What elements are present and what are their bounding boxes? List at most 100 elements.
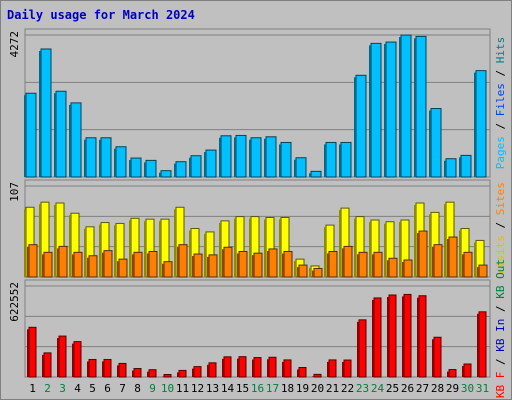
bar-shadow xyxy=(57,248,59,277)
bar-kb-kb-f-day-15 xyxy=(238,356,247,378)
bar-visits-sites-day-4 xyxy=(73,251,83,278)
x-tick-label-day-18: 18 xyxy=(281,382,294,395)
bar-shadow xyxy=(477,313,479,377)
bar-shadow xyxy=(147,253,149,277)
bar-visits-sites-day-9 xyxy=(148,250,158,278)
bar-hits-hits-day-28 xyxy=(430,108,442,178)
x-tick-label-day-16: 16 xyxy=(251,382,264,395)
bar-shadow xyxy=(252,359,254,377)
x-tick-label-day-9: 9 xyxy=(149,382,156,395)
panel-hits-legend: Pages / Files / Hits xyxy=(494,37,507,170)
bar-shadow xyxy=(294,261,296,277)
bar-shadow xyxy=(387,296,389,377)
bar-visits-sites-day-11 xyxy=(178,244,188,278)
x-tick-label-day-23: 23 xyxy=(356,382,369,395)
bar-shadow xyxy=(144,221,146,277)
bar-shadow xyxy=(69,215,71,277)
bar-shadow xyxy=(42,354,44,377)
bar-visits-sites-day-27 xyxy=(418,230,428,278)
bar-shadow xyxy=(117,261,119,277)
bar-shadow xyxy=(207,364,209,377)
bar-shadow xyxy=(219,222,221,277)
bar-shadow xyxy=(42,254,44,277)
bar-visits-sites-day-25 xyxy=(388,257,398,278)
bar-shadow xyxy=(177,372,179,377)
bar-shadow xyxy=(387,260,389,277)
bar-visits-sites-day-30 xyxy=(463,251,473,278)
x-tick-label-day-20: 20 xyxy=(311,382,324,395)
bar-visits-sites-day-20 xyxy=(313,267,323,278)
bar-shadow xyxy=(447,239,449,277)
bar-visits-sites-day-18 xyxy=(283,250,293,278)
bar-kb-kb-f-day-2 xyxy=(43,352,52,378)
bar-shadow xyxy=(129,160,131,177)
bar-shadow xyxy=(462,254,464,277)
bar-visits-sites-day-17 xyxy=(268,248,278,278)
panel-visits: 107 Visits / Sites xyxy=(8,179,507,278)
bar-hits-hits-day-9 xyxy=(145,159,157,178)
bar-hits-hits-day-25 xyxy=(385,41,397,178)
bar-shadow xyxy=(204,233,206,277)
x-tick-label-day-17: 17 xyxy=(266,382,279,395)
legend-entry-sites: Sites xyxy=(494,182,507,215)
bar-shadow xyxy=(282,253,284,277)
legend-entry-visits: Visits xyxy=(494,235,507,275)
bar-shadow xyxy=(444,204,446,277)
bar-hits-hits-day-2 xyxy=(40,48,52,178)
bar-visits-sites-day-15 xyxy=(238,250,248,278)
bar-hits-hits-day-6 xyxy=(100,137,112,178)
bar-shadow xyxy=(309,173,311,177)
bar-visits-sites-day-8 xyxy=(133,251,143,278)
bar-hits-hits-day-14 xyxy=(220,135,232,178)
bar-shadow xyxy=(27,246,29,277)
x-tick-label-day-1: 1 xyxy=(29,382,36,395)
bar-shadow xyxy=(354,218,356,277)
bar-shadow xyxy=(192,368,194,377)
bar-shadow xyxy=(477,267,479,277)
bar-shadow xyxy=(264,219,266,277)
bar-shadow xyxy=(84,228,86,277)
bar-shadow xyxy=(114,225,116,277)
bar-shadow xyxy=(54,93,56,177)
bar-hits-hits-day-11 xyxy=(175,161,187,178)
legend-separator: / xyxy=(494,215,507,235)
x-tick-label-day-15: 15 xyxy=(236,382,249,395)
bar-shadow xyxy=(282,361,284,377)
bar-kb-kb-f-day-18 xyxy=(283,359,292,378)
bar-shadow xyxy=(87,257,89,277)
bar-shadow xyxy=(24,95,26,177)
bar-hits-hits-day-3 xyxy=(55,90,67,178)
x-tick-label-day-29: 29 xyxy=(446,382,459,395)
bar-shadow xyxy=(432,339,434,377)
bar-shadow xyxy=(279,219,281,277)
bar-shadow xyxy=(402,296,404,377)
bar-visits-sites-day-7 xyxy=(118,258,128,278)
x-tick-label-day-30: 30 xyxy=(461,382,474,395)
bar-shadow xyxy=(174,163,176,177)
panel-hits-ymax-label: 4272 xyxy=(8,31,21,58)
bar-shadow xyxy=(189,230,191,277)
bar-visits-sites-day-12 xyxy=(193,253,203,278)
bar-shadow xyxy=(114,148,116,177)
bar-shadow xyxy=(339,144,341,177)
bar-kb-kb-f-day-9 xyxy=(148,369,157,378)
legend-entry-kb-in: KB In xyxy=(494,319,507,352)
bar-shadow xyxy=(369,222,371,277)
bar-visits-sites-day-3 xyxy=(58,245,68,278)
bar-kb-kb-f-day-25 xyxy=(388,294,397,378)
bar-kb-kb-f-day-8 xyxy=(133,368,142,378)
bar-hits-hits-day-23 xyxy=(355,74,367,178)
bar-kb-kb-f-day-12 xyxy=(193,366,202,378)
x-tick-label-day-31: 31 xyxy=(476,382,489,395)
bar-visits-sites-day-16 xyxy=(253,252,263,278)
bar-shadow xyxy=(462,365,464,377)
bar-shadow xyxy=(72,343,74,377)
bar-kb-kb-f-day-21 xyxy=(328,359,337,378)
bar-shadow xyxy=(357,254,359,277)
bar-shadow xyxy=(162,263,164,277)
bar-shadow xyxy=(99,224,101,277)
bar-shadow xyxy=(144,162,146,177)
bar-hits-hits-day-30 xyxy=(460,154,472,178)
bar-hits-hits-day-27 xyxy=(415,35,427,178)
bar-shadow xyxy=(222,358,224,377)
